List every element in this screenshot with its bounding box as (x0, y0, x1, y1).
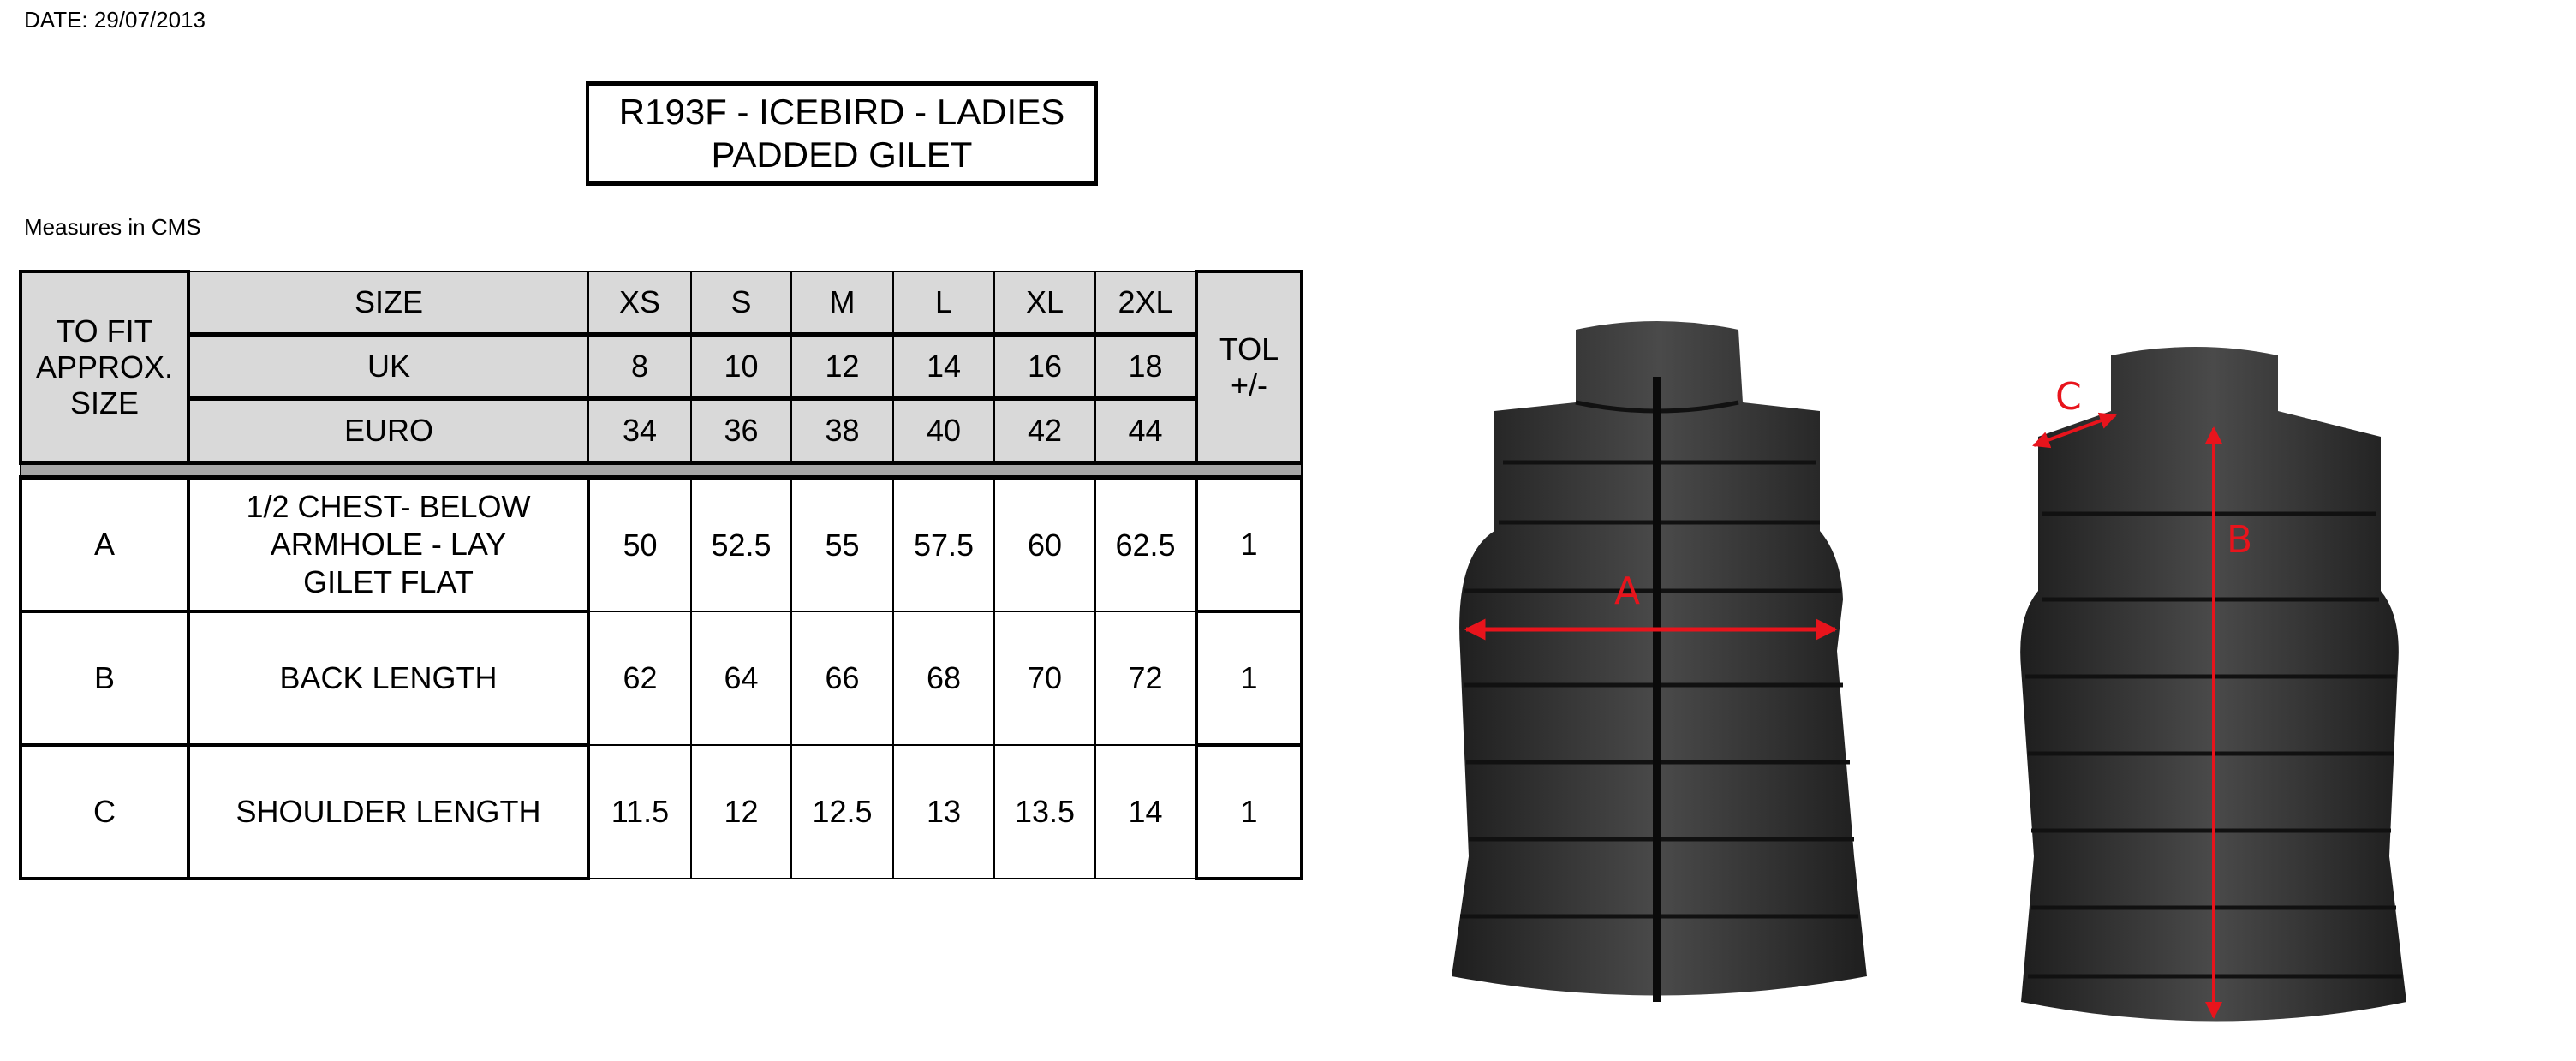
uk-cell: 10 (690, 332, 792, 400)
size-cell: L (892, 271, 995, 336)
value-cell: 60 (993, 476, 1096, 612)
product-title-line2: PADDED GILET (711, 134, 973, 175)
front-gilet-image: A (1452, 321, 1867, 1002)
header-row-euro: EURO 34 36 38 40 42 44 (21, 396, 1302, 464)
product-title-line1: R193F - ICEBIRD - LADIES (618, 92, 1065, 132)
shoulder-arrow-icon (2032, 412, 2117, 449)
size-cell: XL (993, 271, 1096, 336)
separator-bar (20, 461, 1303, 480)
tol-cell: 1 (1195, 610, 1303, 747)
table-row: A 1/2 CHEST- BELOW ARMHOLE - LAY GILET F… (19, 475, 1303, 613)
value-cell: 64 (690, 611, 792, 746)
value-cell: 52.5 (690, 476, 792, 612)
value-cell: 11.5 (587, 744, 692, 879)
size-cell: XS (587, 271, 692, 336)
value-cell: 13 (892, 744, 995, 879)
header-label: EURO (188, 396, 589, 464)
value-cell: 62 (587, 611, 692, 746)
row-code: A (19, 475, 190, 613)
size-cell: 2XL (1094, 271, 1197, 336)
uk-cell: 14 (892, 332, 995, 400)
value-cell: 55 (790, 476, 894, 612)
value-cell: 13.5 (993, 744, 1096, 879)
header-label: UK (188, 332, 589, 400)
euro-cell: 36 (690, 396, 792, 464)
uk-cell: 16 (993, 332, 1096, 400)
euro-cell: 42 (993, 396, 1096, 464)
uk-cell: 18 (1094, 332, 1197, 400)
row-description: 1/2 CHEST- BELOW ARMHOLE - LAY GILET FLA… (187, 475, 590, 613)
size-cell: M (790, 271, 894, 336)
size-chart-table: TO FIT APPROX. SIZE SIZE XS S M L XL 2XL… (19, 270, 1303, 880)
header-row-size: TO FIT APPROX. SIZE SIZE XS S M L XL 2XL… (19, 270, 1303, 465)
label-b: B (2227, 518, 2252, 562)
value-cell: 50 (587, 476, 692, 612)
back-gilet-image: B C (2020, 347, 2406, 1022)
value-cell: 68 (892, 611, 995, 746)
size-cell: S (690, 271, 792, 336)
label-a: A (1614, 569, 1640, 613)
value-cell: 57.5 (892, 476, 995, 612)
header-label: SIZE (188, 271, 589, 336)
product-title-box: R193F - ICEBIRD - LADIES PADDED GILET (586, 81, 1098, 186)
uk-cell: 12 (790, 332, 894, 400)
euro-cell: 44 (1094, 396, 1197, 464)
value-cell: 12 (690, 744, 792, 879)
euro-cell: 34 (587, 396, 692, 464)
row-code: C (19, 743, 190, 880)
tol-cell: 1 (1195, 475, 1303, 613)
uk-cell: 8 (587, 332, 692, 400)
euro-cell: 40 (892, 396, 995, 464)
fit-label: TO FIT APPROX. SIZE (19, 270, 190, 465)
header-separator (20, 461, 1303, 480)
header-row-uk: UK 8 10 12 14 16 18 (21, 332, 1302, 400)
euro-cell: 38 (790, 396, 894, 464)
value-cell: 14 (1094, 744, 1197, 879)
document-date: DATE: 29/07/2013 (24, 7, 206, 33)
value-cell: 70 (993, 611, 1096, 746)
row-description: BACK LENGTH (187, 610, 590, 747)
value-cell: 72 (1094, 611, 1197, 746)
table-row: C SHOULDER LENGTH 11.5 12 12.5 13 13.5 1… (19, 743, 1303, 880)
row-code: B (19, 610, 190, 747)
value-cell: 12.5 (790, 744, 894, 879)
value-cell: 62.5 (1094, 476, 1197, 612)
table-row: B BACK LENGTH 62 64 66 68 70 72 1 (19, 610, 1303, 747)
value-cell: 66 (790, 611, 894, 746)
label-c: C (2055, 375, 2082, 419)
tol-label: TOL +/- (1195, 270, 1303, 465)
row-description: SHOULDER LENGTH (187, 743, 590, 880)
tol-cell: 1 (1195, 743, 1303, 880)
units-note: Measures in CMS (24, 214, 201, 240)
